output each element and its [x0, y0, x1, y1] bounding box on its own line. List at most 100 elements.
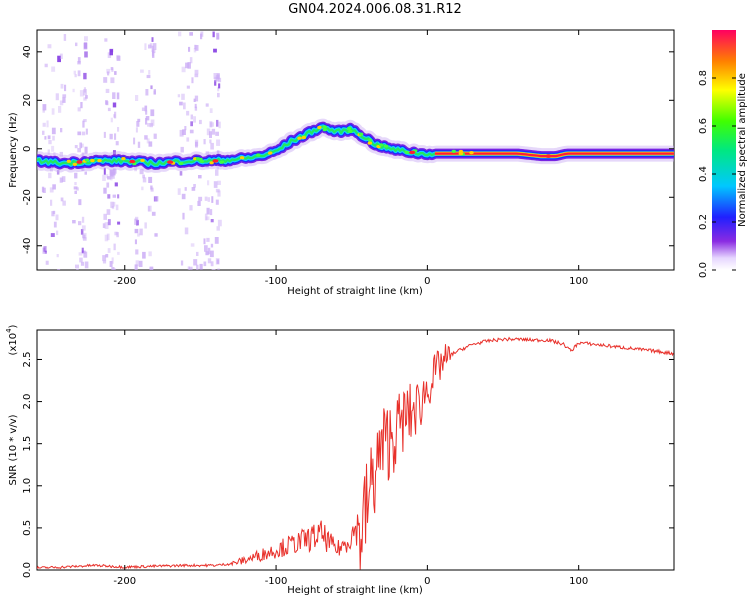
- noise-speckle: [84, 261, 89, 269]
- signal-hotspot: [404, 150, 409, 154]
- noise-speckle: [79, 90, 84, 97]
- snr-frame: [36, 329, 675, 571]
- noise-speckle: [64, 84, 67, 92]
- noise-speckle: [42, 122, 46, 127]
- noise-speckle: [114, 182, 118, 187]
- noise-speckle: [81, 167, 84, 171]
- noise-speckle: [215, 270, 217, 275]
- noise-speckle: [180, 260, 184, 266]
- noise-speckle: [102, 223, 106, 228]
- noise-speckle: [210, 142, 214, 150]
- noise-speckle: [139, 168, 144, 175]
- signal-hotspot: [322, 128, 327, 132]
- noise-speckle: [216, 150, 220, 156]
- noise-speckle: [204, 196, 208, 201]
- noise-speckle: [85, 128, 88, 135]
- noise-speckle: [186, 137, 190, 142]
- noise-speckle: [75, 264, 79, 269]
- noise-speckle: [104, 222, 109, 229]
- signal-hotspot: [346, 126, 352, 130]
- noise-speckle: [104, 234, 109, 242]
- noise-speckle: [149, 266, 154, 270]
- noise-speckle: [194, 95, 199, 102]
- noise-speckle: [49, 187, 54, 193]
- noise-speckle: [112, 92, 116, 99]
- noise-speckle: [152, 51, 155, 58]
- noise-speckle: [203, 261, 207, 267]
- noise-speckle: [106, 182, 110, 188]
- noise-speckle: [153, 89, 156, 95]
- noise-speckle: [106, 68, 111, 74]
- noise-speckle: [85, 95, 88, 99]
- noise-speckle: [134, 239, 137, 245]
- colorbar-ticks: 0.0 0.2 0.4 0.6 0.8: [698, 70, 736, 278]
- noise-speckle: [106, 233, 110, 241]
- noise-speckle: [46, 120, 49, 128]
- noise-speckle: [113, 243, 116, 251]
- noise-speckle: [57, 269, 61, 270]
- noise-speckle: [215, 169, 219, 176]
- noise-speckle: [184, 126, 187, 131]
- noise-speckle: [218, 121, 221, 129]
- noise-speckle: [213, 181, 218, 188]
- noise-speckle: [136, 121, 140, 127]
- signal-hotspot: [209, 161, 214, 165]
- noise-speckle: [51, 145, 55, 152]
- noise-speckle: [74, 145, 78, 149]
- noise-speckle: [135, 260, 139, 267]
- noise-speckle: [142, 251, 146, 259]
- noise-speckle: [181, 193, 186, 200]
- noise-speckle: [145, 110, 148, 115]
- noise-speckle: [144, 135, 148, 140]
- noise-speckle: [180, 146, 184, 153]
- noise-speckle: [112, 201, 116, 207]
- noise-speckle: [104, 38, 108, 42]
- noise-speckle: [50, 199, 53, 206]
- noise-speckle: [152, 43, 157, 50]
- noise-speckle: [213, 48, 217, 53]
- signal-hotspot: [378, 143, 384, 147]
- noise-speckle: [207, 197, 210, 202]
- noise-speckle: [179, 171, 183, 176]
- noise-speckle: [103, 131, 106, 138]
- noise-speckle: [137, 233, 140, 237]
- noise-speckle: [47, 149, 50, 155]
- noise-speckle: [193, 184, 196, 188]
- noise-speckle: [77, 61, 81, 65]
- noise-speckle: [142, 174, 145, 179]
- noise-speckle: [77, 131, 81, 136]
- signal-hotspot: [84, 158, 90, 162]
- noise-speckle: [214, 237, 219, 244]
- noise-speckle: [107, 176, 111, 180]
- y-tick-label: -40: [22, 238, 33, 254]
- noise-speckle: [216, 73, 220, 79]
- noise-speckle: [146, 138, 150, 144]
- noise-speckle: [83, 97, 87, 101]
- noise-speckle: [177, 188, 181, 195]
- noise-speckle: [140, 69, 144, 73]
- chart-title: GN04.2024.006.08.31.R12: [288, 2, 462, 17]
- noise-speckle: [113, 268, 116, 270]
- noise-speckle: [190, 243, 195, 247]
- noise-speckle: [110, 77, 115, 84]
- noise-speckle: [187, 266, 190, 270]
- colorbar-tick-label: 0.6: [698, 118, 709, 134]
- noise-speckle: [60, 197, 64, 202]
- noise-speckle: [72, 88, 75, 93]
- noise-speckle: [186, 110, 190, 116]
- signal-hotspot: [219, 160, 225, 164]
- noise-speckle: [110, 201, 114, 208]
- signal-hotspot: [358, 132, 364, 136]
- noise-speckle: [102, 260, 107, 264]
- noise-speckle: [102, 174, 106, 181]
- noise-speckle: [52, 135, 55, 141]
- noise-speckle: [77, 70, 81, 77]
- noise-speckle: [109, 49, 113, 56]
- signal-peak: [409, 150, 416, 155]
- noise-speckle: [141, 107, 145, 111]
- noise-speckle: [105, 100, 108, 105]
- x-tick-label: 100: [569, 276, 588, 287]
- noise-speckle: [134, 264, 138, 270]
- noise-speckle: [79, 142, 82, 149]
